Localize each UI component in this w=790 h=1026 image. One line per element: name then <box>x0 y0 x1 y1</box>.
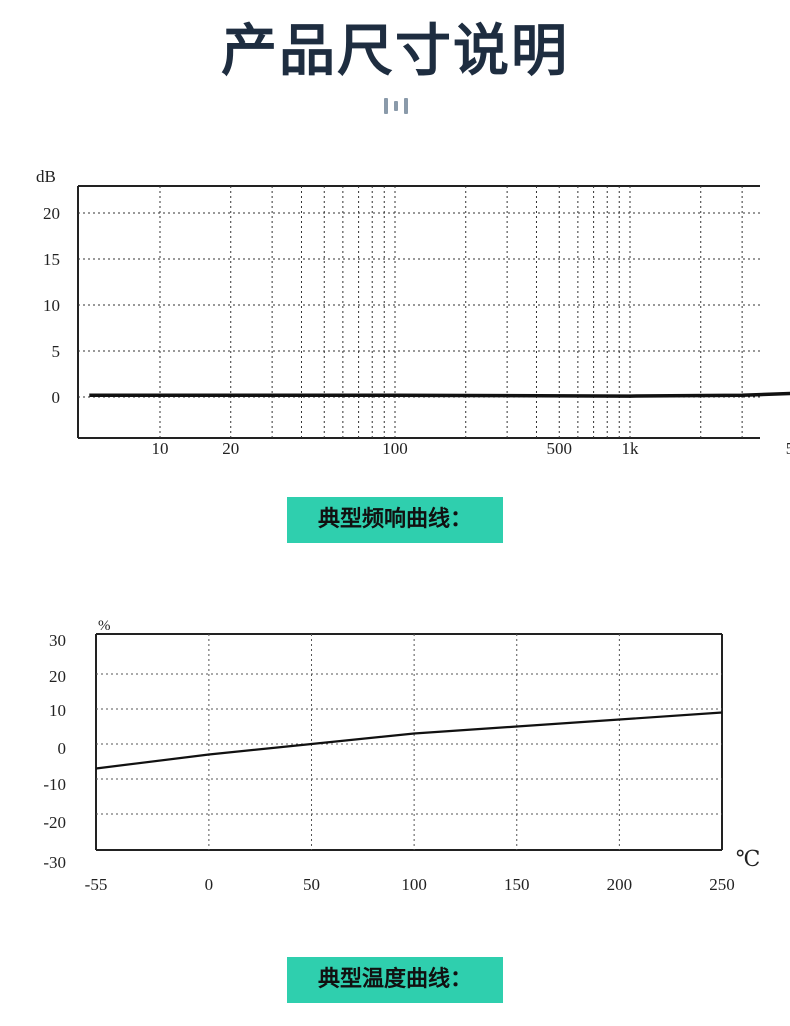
y-tick-label: 10 <box>49 701 66 720</box>
x-tick-label: 1k <box>622 439 640 458</box>
x-tick-label: 5k <box>786 439 790 458</box>
y-tick-label: 0 <box>52 388 61 407</box>
frequency-response-caption: 典型频响曲线： <box>287 497 503 543</box>
y-tick-label: 0 <box>58 739 67 758</box>
y-tick-label: 30 <box>49 631 66 650</box>
x-tick-label: 100 <box>382 439 408 458</box>
y-tick-label: -10 <box>43 775 66 794</box>
x-axis-unit: ℃ <box>736 846 761 871</box>
y-tick-label: 15 <box>43 250 60 269</box>
x-tick-label: 150 <box>504 875 530 894</box>
x-tick-label: 100 <box>401 875 427 894</box>
y-tick-label: 5 <box>52 342 61 361</box>
title-decoration <box>381 98 411 116</box>
x-tick-label: -55 <box>85 875 108 894</box>
x-tick-label: 10 <box>152 439 169 458</box>
y-axis-label: dB <box>36 167 56 186</box>
x-tick-label: 250 <box>709 875 735 894</box>
y-tick-label: 20 <box>43 204 60 223</box>
y-tick-label: 10 <box>43 296 60 315</box>
x-tick-label: 20 <box>222 439 239 458</box>
y-axis-label: % <box>98 618 111 634</box>
frequency-response-chart: 05101520dB10201005001k5k12k50k <box>0 160 790 640</box>
x-tick-label: 50 <box>303 875 320 894</box>
temperature-curve <box>96 713 722 769</box>
x-tick-label: 200 <box>607 875 633 894</box>
y-tick-label: -20 <box>43 813 66 832</box>
x-tick-label: 0 <box>205 875 214 894</box>
x-tick-label: 500 <box>547 439 573 458</box>
response-curve <box>89 259 790 396</box>
temperature-caption: 典型温度曲线： <box>287 957 503 1003</box>
y-tick-label: -30 <box>43 853 66 872</box>
y-tick-label: 20 <box>49 667 66 686</box>
page-title: 产品尺寸说明 <box>0 18 790 86</box>
